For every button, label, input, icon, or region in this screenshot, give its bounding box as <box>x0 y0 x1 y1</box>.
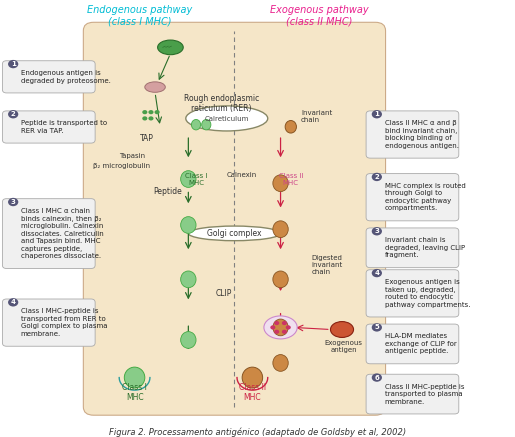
Text: Class II MHC α and β
bind invariant chain,
blocking binding of
endogenous antige: Class II MHC α and β bind invariant chai… <box>385 120 458 149</box>
Ellipse shape <box>273 319 288 336</box>
Circle shape <box>8 298 19 306</box>
Ellipse shape <box>192 119 201 130</box>
Text: Class I
MHC: Class I MHC <box>122 382 147 402</box>
Ellipse shape <box>273 221 288 238</box>
Text: Invariant
chain: Invariant chain <box>301 110 332 123</box>
Text: Class II MHC-peptide is
transported to plasma
membrane.: Class II MHC-peptide is transported to p… <box>385 384 464 405</box>
Circle shape <box>372 110 382 118</box>
Text: 4: 4 <box>374 270 380 276</box>
Ellipse shape <box>181 217 196 233</box>
Text: Class I MHC α chain
binds calnexin, then β₂
microglobulin. Calnexin
dissociates.: Class I MHC α chain binds calnexin, then… <box>21 208 104 259</box>
FancyBboxPatch shape <box>83 22 386 415</box>
Text: Digested
invariant
chain: Digested invariant chain <box>311 255 342 275</box>
Text: Exogenous
antigen: Exogenous antigen <box>324 340 363 353</box>
Text: Endogenous antigen is
degraded by proteosome.: Endogenous antigen is degraded by proteo… <box>21 70 111 83</box>
Ellipse shape <box>273 354 288 371</box>
FancyBboxPatch shape <box>3 299 95 346</box>
Text: 2: 2 <box>374 174 379 180</box>
Circle shape <box>8 110 19 118</box>
Text: HLA-DM mediates
exchange of CLIP for
antigenic peptide.: HLA-DM mediates exchange of CLIP for ant… <box>385 333 456 354</box>
Circle shape <box>274 321 279 325</box>
Text: CLIP: CLIP <box>216 289 232 298</box>
Circle shape <box>148 110 153 114</box>
Text: Class I MHC-peptide is
transported from RER to
Golgi complex to plasma
membrane.: Class I MHC-peptide is transported from … <box>21 309 107 337</box>
Circle shape <box>142 116 147 121</box>
Text: Figura 2. Processamento antigénico (adaptado de Goldsby et al, 2002): Figura 2. Processamento antigénico (adap… <box>109 428 406 437</box>
Ellipse shape <box>124 367 145 388</box>
Text: Golgi complex: Golgi complex <box>207 229 262 238</box>
Text: Endogenous pathway
(class I MHC): Endogenous pathway (class I MHC) <box>87 5 192 27</box>
Ellipse shape <box>242 367 263 388</box>
Circle shape <box>274 329 279 334</box>
FancyBboxPatch shape <box>3 111 95 143</box>
Text: Exogenous pathway
(class II MHC): Exogenous pathway (class II MHC) <box>270 5 368 27</box>
Ellipse shape <box>181 171 196 187</box>
Circle shape <box>372 227 382 236</box>
Text: Tapasin: Tapasin <box>119 153 145 159</box>
Circle shape <box>142 110 147 114</box>
Circle shape <box>8 60 19 68</box>
Text: 3: 3 <box>374 228 379 234</box>
FancyBboxPatch shape <box>3 61 95 93</box>
Circle shape <box>372 269 382 277</box>
Circle shape <box>282 321 287 325</box>
Ellipse shape <box>273 271 288 288</box>
Circle shape <box>282 329 287 334</box>
Text: Class II
MHC: Class II MHC <box>279 173 303 186</box>
Ellipse shape <box>202 119 211 130</box>
Ellipse shape <box>285 121 297 133</box>
Ellipse shape <box>158 40 183 55</box>
FancyBboxPatch shape <box>366 173 459 221</box>
Text: 2: 2 <box>11 111 15 117</box>
FancyBboxPatch shape <box>366 111 459 158</box>
FancyBboxPatch shape <box>366 324 459 364</box>
Circle shape <box>8 198 19 206</box>
Circle shape <box>372 323 382 332</box>
Text: 6: 6 <box>374 375 379 381</box>
Circle shape <box>372 373 382 382</box>
Text: 1: 1 <box>11 61 15 67</box>
FancyBboxPatch shape <box>366 270 459 317</box>
Ellipse shape <box>181 271 196 288</box>
Text: 1: 1 <box>374 111 379 117</box>
Ellipse shape <box>145 82 165 92</box>
Text: Rough endoplasmic
reticulum (RER): Rough endoplasmic reticulum (RER) <box>184 94 259 114</box>
Text: Invariant chain is
degraded, leaving CLIP
fragment.: Invariant chain is degraded, leaving CLI… <box>385 237 465 258</box>
Text: Peptide is transported to
RER via TAP.: Peptide is transported to RER via TAP. <box>21 120 107 134</box>
Text: 5: 5 <box>374 324 379 330</box>
Ellipse shape <box>331 322 353 337</box>
Ellipse shape <box>273 175 288 191</box>
Circle shape <box>154 110 160 114</box>
Text: MHC complex is routed
through Golgi to
endocytic pathway
compartments.: MHC complex is routed through Golgi to e… <box>385 183 465 212</box>
FancyBboxPatch shape <box>366 228 459 267</box>
Text: 4: 4 <box>11 299 15 305</box>
Ellipse shape <box>186 106 268 131</box>
Text: TAP: TAP <box>141 134 154 142</box>
Circle shape <box>286 325 291 329</box>
Text: Class I
MHC: Class I MHC <box>185 173 207 186</box>
Ellipse shape <box>264 316 297 339</box>
Text: Exogenous antigen is
taken up, degraded,
routed to endocytic
pathway compartment: Exogenous antigen is taken up, degraded,… <box>385 279 470 308</box>
Ellipse shape <box>181 332 196 348</box>
FancyBboxPatch shape <box>366 374 459 414</box>
Ellipse shape <box>188 226 281 241</box>
FancyBboxPatch shape <box>3 199 95 268</box>
Text: Calreticulum: Calreticulum <box>204 116 249 122</box>
Circle shape <box>270 325 276 329</box>
Text: Peptide: Peptide <box>153 187 182 196</box>
Text: β₂ microglobulin: β₂ microglobulin <box>93 163 150 169</box>
Text: Class II
MHC: Class II MHC <box>239 382 266 402</box>
Circle shape <box>148 116 153 121</box>
Circle shape <box>372 173 382 181</box>
Text: 3: 3 <box>11 199 15 205</box>
Text: Calnexin: Calnexin <box>227 172 258 178</box>
